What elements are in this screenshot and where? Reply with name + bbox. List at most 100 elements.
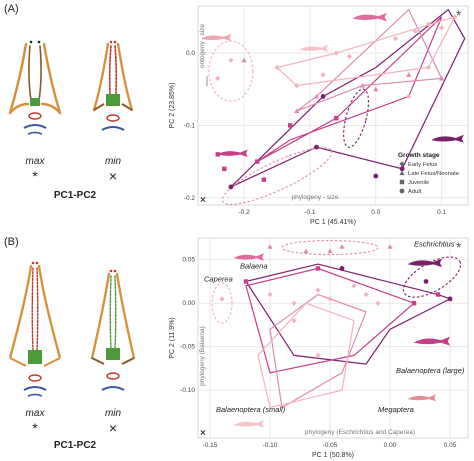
data-point (314, 144, 319, 150)
x-axis-label: PC 1 (50.8%) (312, 452, 354, 459)
x-tick-label: 0.0 (371, 209, 380, 216)
data-point (363, 291, 369, 298)
legend-marker (399, 161, 405, 167)
data-point (255, 159, 260, 164)
max-label-b: max (25, 408, 45, 419)
hull-adult (245, 263, 452, 365)
data-point (215, 152, 220, 157)
panel-b-letter: (B) (4, 236, 19, 248)
skull-max-b (8, 261, 62, 397)
skull-min-a (92, 40, 134, 131)
data-point (327, 248, 333, 254)
min-symbol-b: × (108, 420, 118, 436)
whale-silhouette (408, 258, 442, 268)
whale-silhouette (234, 420, 264, 428)
hull-early-fetus (275, 15, 457, 87)
y-axis-label: PC 2 (23.85%) (169, 83, 176, 129)
data-point (447, 296, 453, 302)
max-symbol-b: * (32, 420, 38, 436)
legend-entry: Late Fetus/Neonate (408, 171, 459, 177)
data-point (351, 283, 357, 289)
data-point (315, 287, 321, 293)
panel-a-letter: (A) (4, 3, 19, 15)
species-label: Balaena (240, 261, 268, 270)
whale-silhouette (217, 149, 248, 158)
chart-a: -0.2 -0.1 0.0 0.1 0.0 -0.1 -0.2 PC 1 (45.41%) PC… (169, 5, 469, 226)
hull-late-fetus (269, 293, 367, 409)
ellipse-juvenile (221, 147, 333, 205)
data-point (222, 166, 227, 172)
max-symbol-a: * (32, 168, 38, 184)
data-point (313, 93, 320, 99)
data-point (339, 266, 345, 271)
whale-silhouette (408, 394, 436, 402)
data-point (334, 115, 339, 121)
whale-silhouette (300, 44, 329, 52)
data-point (425, 21, 432, 27)
x-tick-label: -0.2 (238, 209, 250, 216)
data-point (267, 291, 273, 298)
data-point (267, 244, 273, 249)
data-point (373, 86, 379, 92)
max-marker: * (456, 7, 462, 23)
data-point (439, 75, 445, 81)
data-point (339, 244, 345, 249)
data-point (315, 266, 321, 271)
data-point (425, 64, 432, 71)
max-marker: * (456, 239, 462, 255)
data-point (261, 177, 267, 182)
data-point (412, 28, 418, 34)
y-tick-label: -0.2 (184, 195, 196, 202)
ellipse-adult (402, 256, 462, 298)
data-point (452, 14, 458, 20)
data-point (228, 57, 234, 63)
ontogeny-label: ontogeny - size (199, 24, 206, 68)
data-point (435, 292, 441, 297)
min-symbol-a: × (108, 168, 118, 184)
y-tick-label: 0.0 (186, 50, 195, 57)
phylogeny-label: phylogeny - size (292, 194, 339, 201)
data-point (406, 72, 412, 77)
legend-marker (399, 170, 405, 176)
data-point (287, 123, 293, 128)
x-tick-label: -0.10 (263, 442, 278, 449)
species-label: Eschrichtius (414, 240, 455, 249)
y-tick-label: 0.00 (182, 300, 195, 307)
data-point (219, 296, 225, 302)
data-point (291, 318, 297, 324)
data-point (241, 57, 247, 63)
data-point (291, 300, 297, 306)
max-label-a: max (25, 156, 45, 167)
species-label: Caperea (204, 274, 233, 283)
legend-entry: Adult (408, 189, 422, 195)
hull-early-fetus (257, 302, 355, 409)
whale-silhouette (414, 336, 450, 346)
x-tick-label: 0.00 (384, 442, 397, 449)
phylogeny-y-label: phylogeny (Balaena) (199, 326, 206, 386)
x-tick-label: 0.05 (444, 442, 457, 449)
data-point (373, 173, 379, 179)
pc-pair-label-a: PC1-PC2 (53, 190, 97, 201)
y-tick-label: 0.05 (182, 257, 195, 264)
species-label: Megaptera (378, 405, 414, 414)
whale-silhouette (234, 253, 264, 261)
data-point (399, 166, 405, 172)
data-point (375, 300, 381, 306)
data-point (327, 296, 333, 302)
data-point (387, 244, 393, 249)
y-tick-label: -0.05 (180, 344, 195, 351)
data-point (228, 184, 234, 190)
legend-entry: Early Fetus (408, 162, 437, 168)
legend-title: Growth stage (398, 152, 440, 159)
skull-min-b (90, 269, 136, 391)
hull-juvenile (256, 16, 443, 163)
hull-adult (230, 8, 466, 188)
ellipse-late-fetus (281, 240, 379, 256)
data-point (320, 72, 326, 78)
species-label: Balaenoptera (small) (216, 405, 286, 414)
whale-silhouette (431, 134, 464, 143)
x-tick-label: 0.1 (437, 209, 446, 216)
data-point (215, 75, 221, 81)
chart-b: -0.15 -0.10 -0.05 0.00 0.05 0.05 0.00 -0.05 -0.1… (169, 237, 469, 459)
y-tick-label: -0.1 (184, 122, 196, 129)
